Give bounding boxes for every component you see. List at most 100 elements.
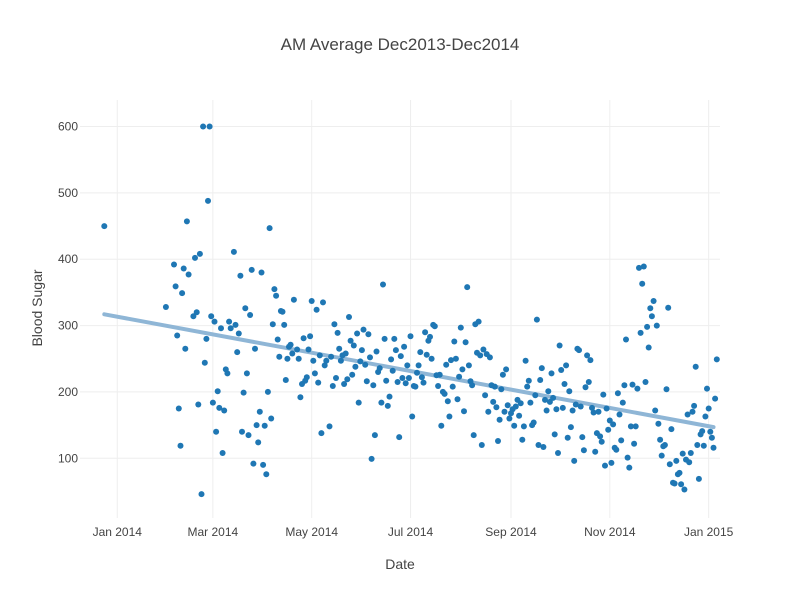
data-point [653, 322, 660, 329]
data-point [614, 390, 621, 397]
data-point [661, 442, 668, 448]
data-point [203, 335, 210, 342]
data-point [397, 353, 404, 360]
data-point [303, 374, 310, 381]
data-point [542, 396, 548, 403]
data-point [381, 335, 388, 342]
x-tick-label: Jan 2014 [93, 525, 143, 539]
data-point [482, 392, 489, 399]
data-point [310, 357, 317, 364]
data-point [597, 433, 604, 440]
data-point [380, 281, 386, 288]
data-point [498, 386, 505, 393]
data-point [501, 408, 508, 415]
data-point [665, 304, 672, 311]
data-point [239, 428, 245, 435]
data-point [563, 362, 570, 369]
data-point [519, 436, 526, 443]
data-point [313, 306, 320, 313]
data-point [462, 339, 469, 346]
data-point [496, 416, 503, 423]
data-point [639, 280, 646, 287]
data-point [451, 338, 458, 345]
data-point [326, 423, 333, 430]
data-point [576, 347, 582, 354]
data-point [242, 305, 249, 312]
data-point [237, 272, 244, 279]
data-point [602, 462, 608, 469]
data-point [177, 442, 184, 449]
data-point [634, 385, 641, 392]
data-point [271, 286, 278, 293]
x-axis-title: Date [385, 556, 415, 572]
data-point [230, 248, 237, 255]
data-point [226, 318, 233, 325]
data-point [448, 357, 454, 364]
data-point [627, 423, 634, 430]
data-point [436, 371, 443, 378]
data-point [686, 459, 693, 466]
data-points [101, 123, 720, 498]
data-point [428, 355, 435, 362]
data-point [329, 383, 336, 389]
data-point [234, 349, 241, 356]
data-point [423, 351, 430, 358]
data-point [316, 352, 323, 359]
data-point [537, 377, 544, 383]
data-point [318, 430, 325, 437]
data-point [579, 434, 586, 441]
x-tick-label: Nov 2014 [584, 525, 636, 539]
data-point [587, 357, 594, 364]
data-point [232, 321, 239, 328]
data-point [179, 290, 186, 297]
data-point [687, 450, 694, 456]
data-point [297, 394, 304, 401]
data-point [561, 381, 568, 387]
data-point [198, 491, 205, 498]
data-point [704, 385, 710, 392]
data-point [673, 457, 680, 464]
data-point [569, 407, 576, 414]
data-point [344, 376, 351, 383]
data-point [504, 402, 511, 409]
data-point [290, 296, 297, 303]
data-point [499, 371, 506, 378]
data-point [548, 370, 555, 377]
data-point [337, 357, 344, 364]
data-point [208, 313, 215, 320]
data-point [320, 299, 326, 306]
data-point [391, 335, 398, 342]
data-point [213, 428, 220, 435]
data-point [495, 438, 501, 444]
data-point [218, 325, 224, 332]
data-point [402, 380, 409, 387]
data-point [710, 444, 717, 451]
data-point [584, 352, 591, 359]
data-point [182, 345, 189, 352]
data-point [470, 432, 477, 439]
data-point [582, 384, 589, 391]
data-point [456, 373, 463, 380]
data-point [692, 363, 699, 370]
data-point [443, 361, 450, 368]
data-point [371, 432, 378, 439]
data-point [626, 464, 633, 471]
data-point [399, 375, 406, 381]
y-tick-label: 500 [58, 186, 78, 200]
data-point [503, 366, 510, 373]
data-point [311, 370, 318, 377]
data-point [490, 398, 497, 405]
data-point [354, 330, 361, 337]
data-point [572, 401, 579, 408]
x-tick-label: Jan 2015 [684, 525, 734, 539]
data-point [671, 480, 678, 487]
data-point [619, 399, 626, 406]
data-point [256, 408, 263, 415]
y-axis-ticks: 100 200 300 400 500 600 [58, 120, 78, 466]
data-point [457, 324, 464, 331]
data-point [341, 381, 348, 387]
data-point [629, 381, 636, 388]
data-point [540, 444, 547, 450]
data-point [243, 370, 250, 377]
